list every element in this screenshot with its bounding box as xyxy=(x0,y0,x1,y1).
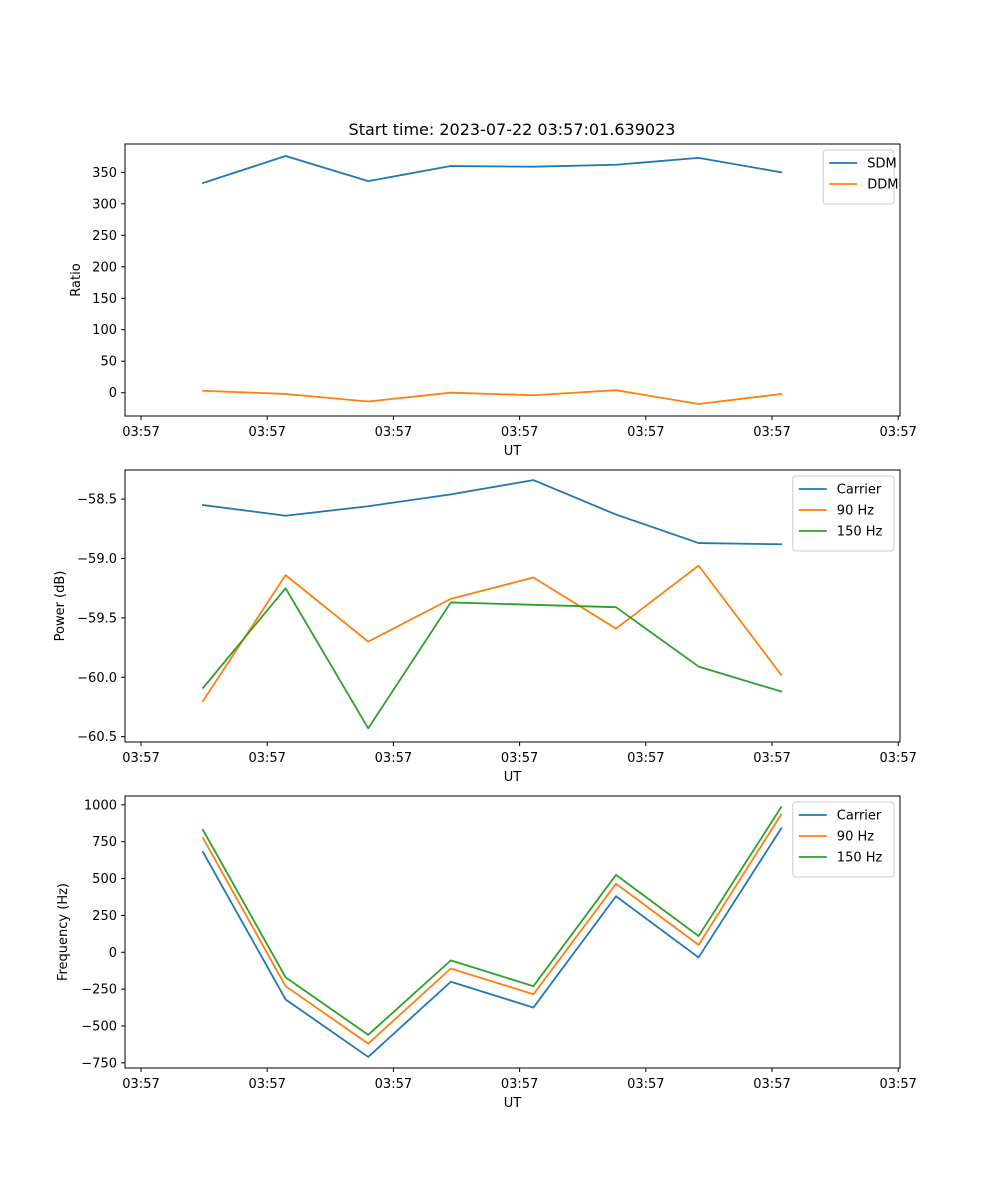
y-tick-label: 750 xyxy=(92,835,117,850)
y-tick-label: 250 xyxy=(92,229,117,244)
y-tick-label: 100 xyxy=(92,323,117,338)
legend: SDM DDM xyxy=(822,149,898,205)
x-tick-label: 03:57 xyxy=(248,425,285,440)
x-tick-label: 03:57 xyxy=(122,425,159,440)
y-tick-label: −250 xyxy=(81,983,117,998)
y-tick-label: −60.0 xyxy=(77,671,117,686)
x-tick-label: 03:57 xyxy=(627,425,664,440)
y-tick-label: 0 xyxy=(109,946,117,961)
series-line-carrier xyxy=(201,827,783,1058)
x-tick-label: 03:57 xyxy=(248,1077,285,1092)
series-line-carrier xyxy=(201,479,783,546)
y-tick-label: 250 xyxy=(92,909,117,924)
y-tick-label: −59.0 xyxy=(77,552,117,567)
x-tick-label: 03:57 xyxy=(375,751,412,766)
legend-box xyxy=(792,475,895,552)
y-tick-label: 1000 xyxy=(84,798,117,813)
y-tick-label: 200 xyxy=(92,260,117,275)
axes-frame xyxy=(124,795,901,1069)
x-axis-label: UT xyxy=(504,770,522,785)
series-line-sdm xyxy=(201,155,783,185)
x-tick-label: 03:57 xyxy=(753,1077,790,1092)
series-line-90-hz xyxy=(201,564,783,703)
y-tick-label: 50 xyxy=(100,355,117,370)
y-tick-label: 300 xyxy=(92,197,117,212)
x-tick-label: 03:57 xyxy=(879,751,916,766)
y-tick-label: −59.5 xyxy=(77,611,117,626)
y-axis-label: Power (dB) xyxy=(53,571,68,642)
charts-group: 0 50 100 150 200 250 300 350 03:57 03:57 03:57 03:5… xyxy=(53,143,917,1111)
x-axis-label: UT xyxy=(504,444,522,459)
y-tick-label: 350 xyxy=(92,166,117,181)
x-tick-label: 03:57 xyxy=(753,751,790,766)
x-tick-label: 03:57 xyxy=(375,1077,412,1092)
x-tick-label: 03:57 xyxy=(627,1077,664,1092)
legend-label: Carrier xyxy=(837,809,882,824)
axes-frame xyxy=(124,143,901,417)
panel-2: −60.5 −60.0 −59.5 −59.0 −58.5 03:57 03:57 03:57… xyxy=(53,469,917,785)
panel-1: 0 50 100 150 200 250 300 350 03:57 03:57 03:57 03:5… xyxy=(69,143,917,459)
y-tick-label: −500 xyxy=(81,1019,117,1034)
x-tick-label: 03:57 xyxy=(248,751,285,766)
legend: Carrier 90 Hz 150 Hz xyxy=(792,475,895,552)
y-tick-label: −750 xyxy=(81,1056,117,1071)
x-tick-label: 03:57 xyxy=(501,425,538,440)
legend-label: DDM xyxy=(867,178,898,193)
x-tick-label: 03:57 xyxy=(122,1077,159,1092)
x-tick-label: 03:57 xyxy=(879,425,916,440)
panel-3: −750 −500 −250 0 250 500 750 1000 03:57 03:57 03:5… xyxy=(56,795,917,1111)
legend: Carrier 90 Hz 150 Hz xyxy=(792,801,895,878)
y-tick-label: −60.5 xyxy=(77,730,117,745)
y-tick-label: −58.5 xyxy=(77,493,117,508)
legend-label: 90 Hz xyxy=(837,830,874,845)
x-tick-label: 03:57 xyxy=(501,751,538,766)
x-tick-label: 03:57 xyxy=(753,425,790,440)
legend-label: 90 Hz xyxy=(837,504,874,519)
legend-label: SDM xyxy=(867,157,896,172)
series-line-90-hz xyxy=(201,813,783,1045)
x-tick-label: 03:57 xyxy=(627,751,664,766)
figure-title: Start time: 2023-07-22 03:57:01.639023 xyxy=(349,120,676,139)
y-tick-label: 150 xyxy=(92,292,117,307)
y-tick-label: 500 xyxy=(92,872,117,887)
legend-box xyxy=(792,801,895,878)
x-tick-label: 03:57 xyxy=(375,425,412,440)
series-line-150-hz xyxy=(201,587,783,730)
legend-label: 150 Hz xyxy=(837,851,883,866)
series-line-150-hz xyxy=(201,805,783,1036)
series-line-ddm xyxy=(202,389,783,405)
y-axis-label: Ratio xyxy=(69,263,84,296)
legend-label: 150 Hz xyxy=(837,525,883,540)
x-axis-label: UT xyxy=(504,1096,522,1111)
y-tick-label: 0 xyxy=(109,386,117,401)
y-axis-label: Frequency (Hz) xyxy=(56,883,71,981)
x-tick-label: 03:57 xyxy=(501,1077,538,1092)
x-tick-label: 03:57 xyxy=(122,751,159,766)
x-tick-label: 03:57 xyxy=(879,1077,916,1092)
legend-label: Carrier xyxy=(837,483,882,498)
axes-frame xyxy=(124,469,901,743)
